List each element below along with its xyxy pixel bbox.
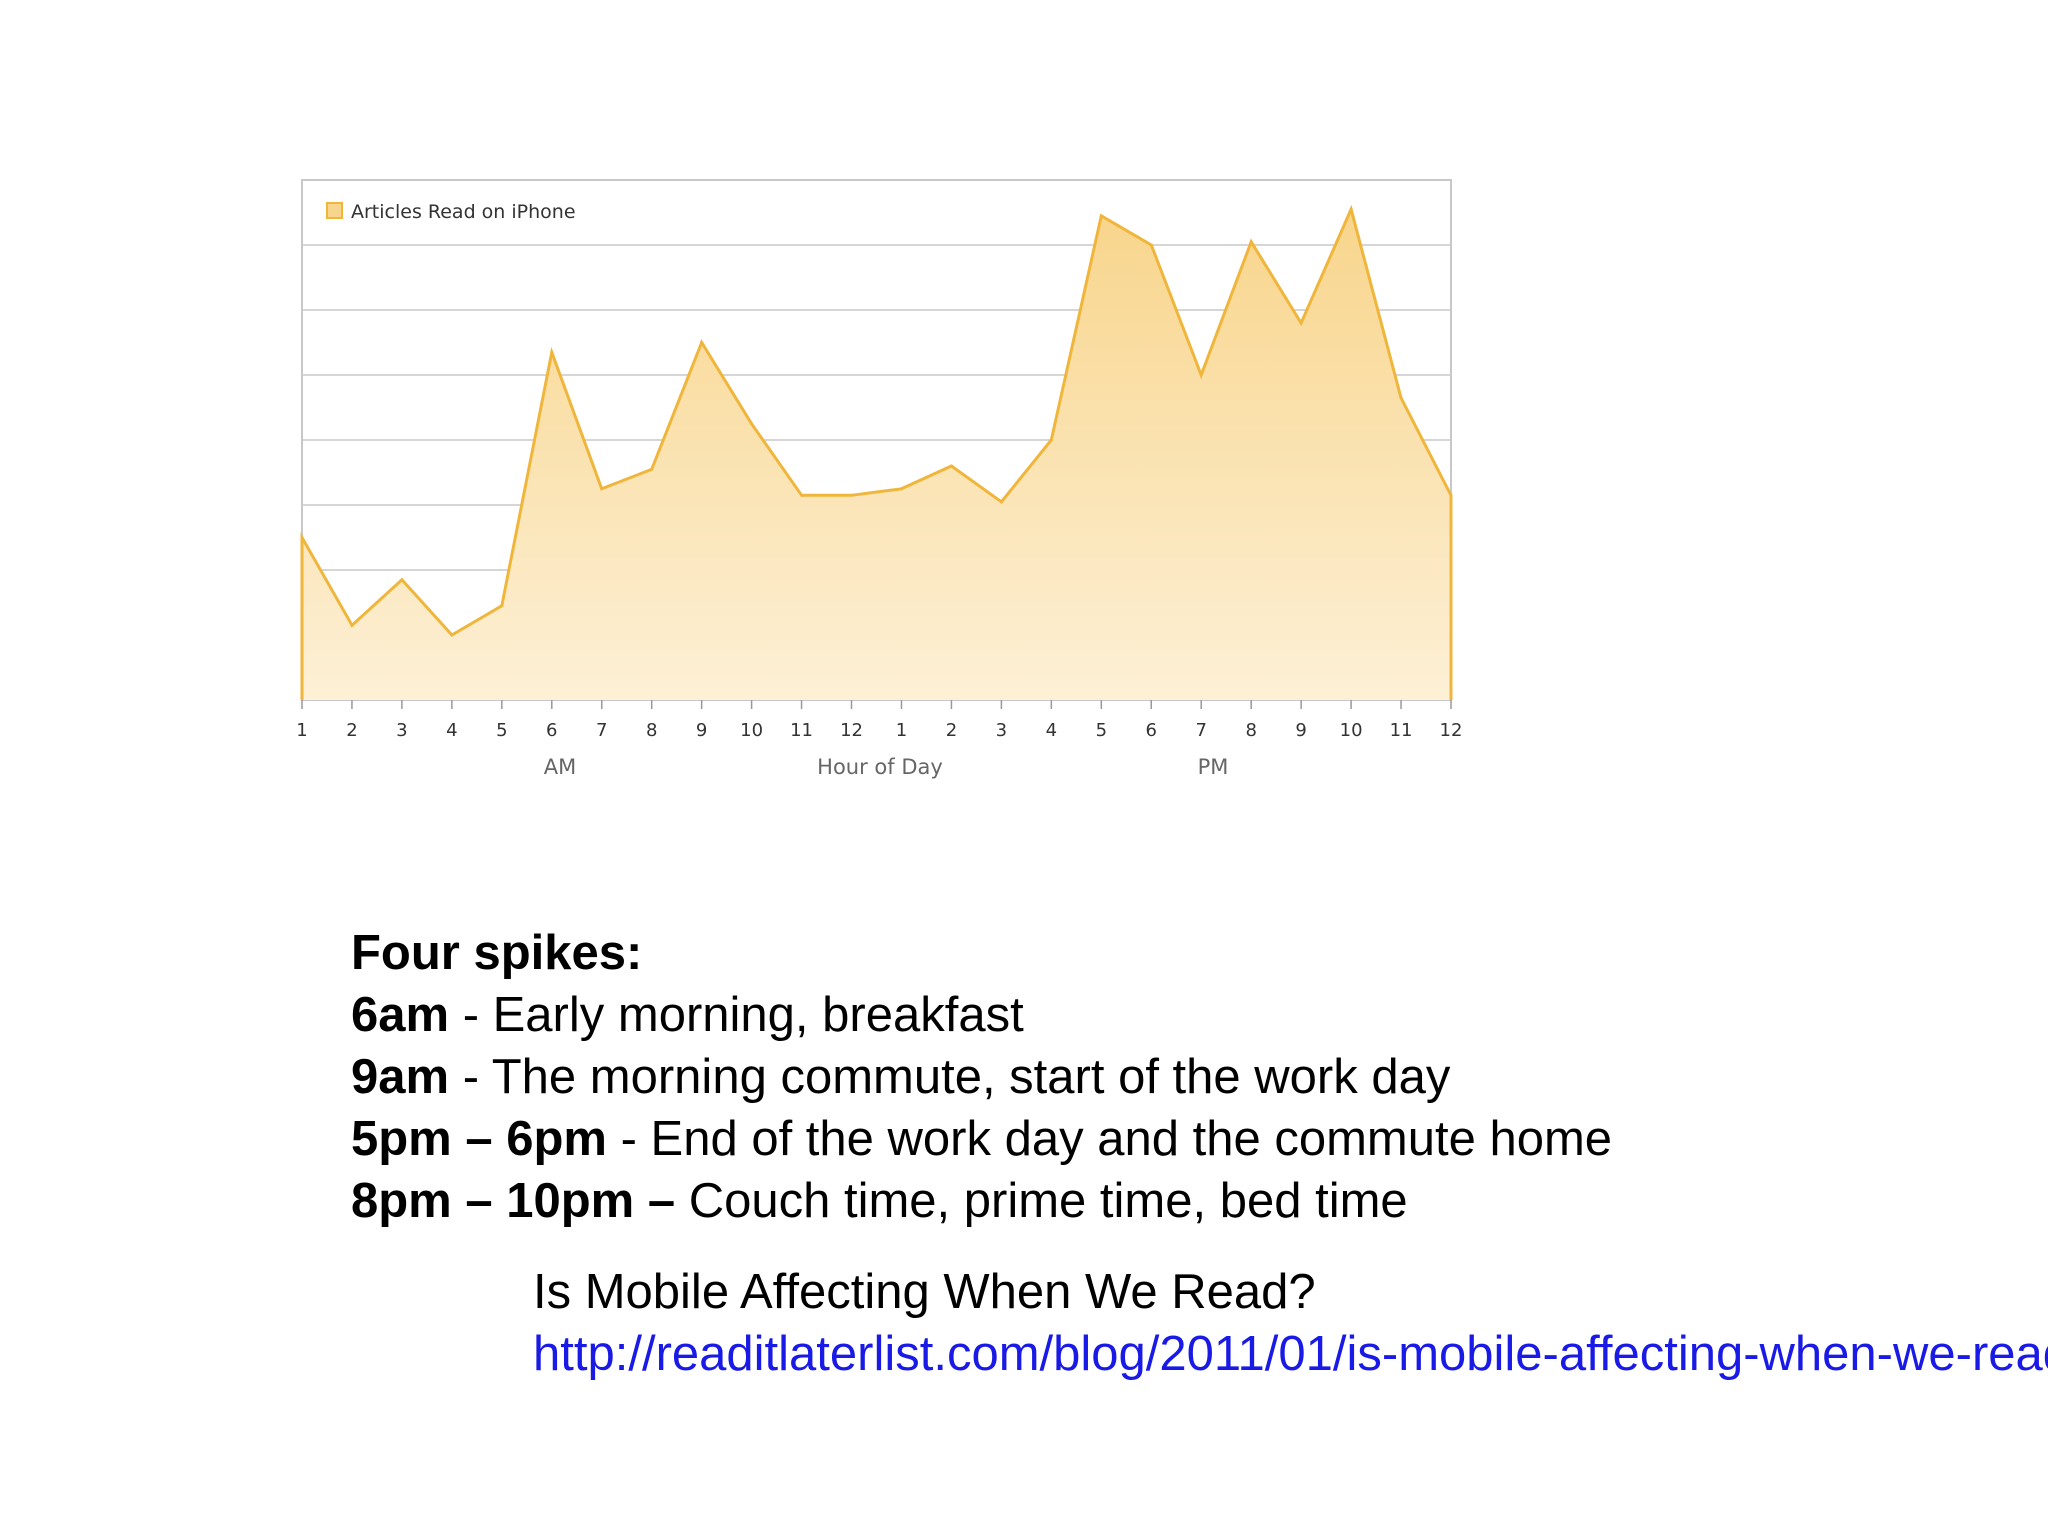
data-point bbox=[750, 422, 754, 426]
note-sep: - bbox=[449, 988, 493, 1042]
legend-swatch bbox=[326, 202, 343, 219]
note-desc: Early morning, breakfast bbox=[492, 988, 1024, 1042]
data-point bbox=[1449, 493, 1453, 497]
x-axis-title: Hour of Day bbox=[817, 755, 943, 779]
x-tick-label: 9 bbox=[696, 720, 707, 741]
data-point bbox=[650, 467, 654, 471]
x-tick-label: 8 bbox=[1245, 720, 1256, 741]
note-time: 8pm – 10pm – bbox=[351, 1174, 676, 1228]
x-tick-label: 11 bbox=[790, 720, 813, 741]
source-title: Is Mobile Affecting When We Read? bbox=[533, 1265, 1316, 1319]
note-time: 6am bbox=[351, 988, 450, 1042]
x-tick-label: 4 bbox=[1046, 720, 1057, 741]
data-point bbox=[800, 493, 804, 497]
x-tick-label: 6 bbox=[1146, 720, 1157, 741]
data-point bbox=[850, 493, 853, 497]
x-tick-label: 2 bbox=[946, 720, 957, 741]
x-tick-label: 7 bbox=[596, 720, 607, 741]
data-point bbox=[1399, 396, 1403, 400]
source-citation: Is Mobile Affecting When We Read? http:/… bbox=[533, 1261, 2048, 1385]
data-point bbox=[450, 633, 454, 637]
note-sep bbox=[675, 1174, 689, 1228]
note-item: 9am - The morning commute, start of the … bbox=[351, 1046, 1612, 1108]
legend-label: Articles Read on iPhone bbox=[351, 201, 576, 223]
x-tick-label: 9 bbox=[1295, 720, 1306, 741]
source-link[interactable]: http://readitlaterlist.com/blog/2011/01/… bbox=[533, 1327, 2048, 1381]
x-tick-label: 10 bbox=[1340, 720, 1363, 741]
data-point bbox=[1149, 243, 1153, 247]
x-tick-label: 1 bbox=[896, 720, 907, 741]
note-item: 8pm – 10pm – Couch time, prime time, bed… bbox=[351, 1170, 1612, 1232]
note-desc: Couch time, prime time, bed time bbox=[688, 1174, 1408, 1228]
data-point bbox=[600, 487, 604, 491]
x-tick-label: 5 bbox=[496, 720, 507, 741]
data-point bbox=[500, 604, 504, 608]
area-fill bbox=[302, 209, 1451, 701]
data-point bbox=[900, 487, 903, 491]
data-point bbox=[350, 623, 354, 627]
note-item: 5pm – 6pm - End of the work day and the … bbox=[351, 1108, 1612, 1170]
period-label-am: AM bbox=[544, 755, 576, 779]
data-point bbox=[1099, 214, 1103, 218]
note-time: 5pm – 6pm bbox=[351, 1112, 607, 1166]
x-tick-label: 12 bbox=[1440, 720, 1463, 741]
x-tick-label: 8 bbox=[646, 720, 657, 741]
x-tick-label: 2 bbox=[346, 720, 357, 741]
note-sep: - bbox=[606, 1112, 651, 1166]
note-sep: - bbox=[449, 1050, 492, 1104]
x-tick-label: 6 bbox=[546, 720, 557, 741]
legend: Articles Read on iPhone bbox=[326, 201, 576, 223]
x-tick-label: 5 bbox=[1096, 720, 1107, 741]
data-point bbox=[1249, 240, 1253, 244]
spikes-notes: Four spikes: 6am - Early morning, breakf… bbox=[351, 922, 1612, 1232]
x-tick-label: 1 bbox=[296, 720, 307, 741]
data-point bbox=[700, 341, 704, 344]
period-label-pm: PM bbox=[1198, 755, 1229, 779]
series-marks bbox=[300, 207, 1453, 637]
data-point bbox=[999, 500, 1003, 504]
data-point bbox=[1349, 207, 1353, 211]
x-tick-label: 3 bbox=[396, 720, 407, 741]
x-tick-label: 12 bbox=[840, 720, 863, 741]
x-axis-ticks: 1 2 3 4 5 6 7 8 9 10 11 12 1 2 3 4 5 6 7 8 9 10 11 12 bbox=[296, 700, 1462, 741]
x-tick-label: 7 bbox=[1195, 720, 1206, 741]
series-line-articles bbox=[300, 204, 1453, 700]
data-point bbox=[300, 536, 304, 539]
articles-area-chart: 1 2 3 4 5 6 7 8 9 10 11 12 1 2 3 4 5 6 7 8 9 10 11 12 Articles … bbox=[296, 179, 1462, 779]
data-point bbox=[1199, 373, 1203, 377]
x-tick-label: 4 bbox=[446, 720, 457, 741]
note-desc: End of the work day and the commute home bbox=[650, 1112, 1613, 1166]
x-tick-label: 10 bbox=[740, 720, 763, 741]
x-tick-label: 11 bbox=[1390, 720, 1413, 741]
data-point bbox=[550, 350, 554, 354]
data-point bbox=[949, 464, 953, 468]
data-point bbox=[400, 578, 404, 582]
data-point bbox=[1049, 438, 1053, 442]
note-desc: The morning commute, start of the work d… bbox=[491, 1050, 1451, 1104]
data-point bbox=[1299, 321, 1303, 325]
note-item: 6am - Early morning, breakfast bbox=[351, 984, 1612, 1046]
note-time: 9am bbox=[351, 1050, 450, 1104]
x-tick-label: 3 bbox=[996, 720, 1007, 741]
notes-heading: Four spikes: bbox=[351, 926, 643, 980]
